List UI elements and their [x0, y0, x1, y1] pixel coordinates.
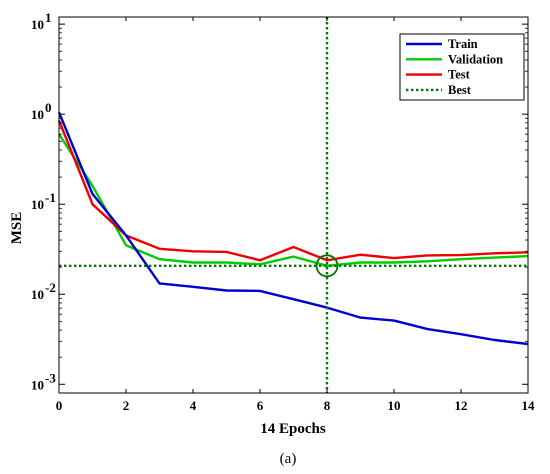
series-line-test: [57, 120, 529, 262]
x-axis-label: 14 Epochs: [260, 421, 326, 437]
x-tick-label: 0: [56, 398, 63, 413]
x-tick-label: 10: [388, 398, 401, 413]
y-tick-label: 10: [31, 287, 44, 302]
x-tick-label: 14: [522, 398, 536, 413]
legend-label-test: Test: [448, 68, 471, 82]
figure-caption: (a): [280, 451, 297, 467]
legend-label-train: Train: [448, 37, 478, 51]
legend-label-validation: Validation: [448, 52, 503, 66]
y-tick-exponent: -1: [45, 190, 56, 205]
plot-data: [57, 17, 529, 393]
series-line-train: [57, 111, 529, 346]
y-tick-label: 10: [31, 17, 44, 32]
y-tick-exponent: 1: [45, 10, 52, 25]
legend-label-best: Best: [448, 83, 472, 97]
y-tick-label: 10: [31, 377, 44, 392]
x-tick-label: 8: [324, 398, 331, 413]
x-tick-label: 6: [257, 398, 264, 413]
x-tick-label: 4: [190, 398, 197, 413]
y-tick-exponent: -2: [45, 280, 56, 295]
axes-frame: [58, 16, 529, 394]
y-tick-exponent: 0: [45, 100, 52, 115]
x-tick-label: 2: [123, 398, 130, 413]
y-axis-label: MSE: [9, 212, 25, 245]
y-tick-label: 10: [31, 107, 44, 122]
y-tick-exponent: -3: [45, 370, 56, 385]
x-tick-label: 12: [455, 398, 468, 413]
best-point-marker: [315, 254, 339, 278]
y-tick-label: 10: [31, 197, 44, 212]
